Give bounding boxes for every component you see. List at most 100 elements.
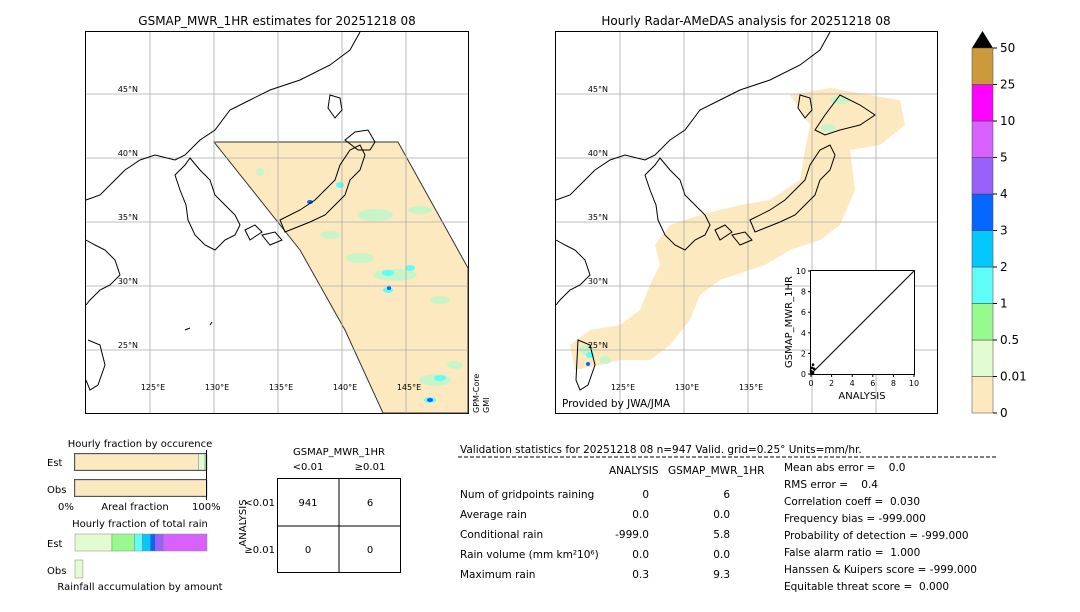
bar-segment bbox=[198, 453, 206, 471]
lon-label: 125°E bbox=[141, 383, 165, 392]
colorbar-segment bbox=[971, 376, 994, 414]
score-item: Equitable threat score = 0.000 bbox=[784, 581, 950, 593]
colorbar-label: 0.01 bbox=[1000, 370, 1027, 384]
colorbar-label: 10 bbox=[1000, 114, 1015, 128]
inset-point bbox=[811, 363, 815, 367]
bar-segment bbox=[163, 533, 208, 552]
lon-label: 130°E bbox=[675, 383, 699, 392]
colorbar-segment bbox=[971, 157, 994, 195]
colorbar-segment bbox=[971, 230, 994, 268]
total-rain-title: Hourly fraction of total rain bbox=[72, 519, 208, 530]
validation-header: Validation statistics for 20251218 08 n=… bbox=[460, 444, 862, 456]
bar-segment bbox=[111, 533, 135, 552]
validation-col-analysis: ANALYSIS bbox=[609, 465, 659, 477]
lat-label: 25°N bbox=[118, 341, 138, 350]
contingency-col-lt: <0.01 bbox=[293, 462, 324, 473]
lon-label: 140°E bbox=[333, 383, 357, 392]
occurence-x-center: Areal fraction bbox=[101, 502, 168, 513]
inset-ytick-label: 10 bbox=[796, 267, 806, 276]
lon-label: 145°E bbox=[397, 383, 421, 392]
inset-xtick-label: 8 bbox=[891, 379, 896, 388]
validation-row-analysis: 0.3 bbox=[632, 569, 649, 581]
colorbar-segment bbox=[971, 120, 994, 158]
colorbar-label: 25 bbox=[1000, 78, 1015, 92]
inset-ytick-label: 8 bbox=[801, 288, 806, 297]
contingency-title: GSMAP_MWR_1HR bbox=[293, 447, 385, 458]
swath-label: GMI bbox=[482, 398, 491, 413]
colorbar-segment bbox=[971, 303, 994, 341]
left-map: 45°N 40°N 35°N 30°N 25°N 125°E 130°E 135… bbox=[85, 31, 491, 414]
inset-xtick-label: 6 bbox=[870, 379, 875, 388]
inset-xlabel: ANALYSIS bbox=[838, 391, 885, 402]
right-map: 45°N 40°N 35°N 30°N 25°N 125°E 130°E 135… bbox=[555, 31, 938, 414]
inset-xtick-label: 4 bbox=[850, 379, 855, 388]
inset-xtick-label: 10 bbox=[909, 379, 919, 388]
colorbar-segment bbox=[971, 193, 994, 231]
score-item: False alarm ratio = 1.000 bbox=[784, 547, 921, 559]
validation-row-analysis: -999.0 bbox=[615, 529, 649, 541]
bar-segment bbox=[74, 559, 84, 579]
contingency-cell: 6 bbox=[367, 498, 373, 509]
contingency-axis-label: ANALYSIS bbox=[238, 499, 249, 546]
contingency-row-lt: <0.01 bbox=[244, 498, 275, 509]
inset-ytick-label: 0 bbox=[801, 370, 806, 379]
validation-row-analysis: 0.0 bbox=[632, 509, 649, 521]
swath-label: GPM-Core bbox=[472, 374, 481, 413]
validation-row-label: Num of gridpoints raining bbox=[460, 489, 595, 501]
validation-row-gsmap: 6 bbox=[723, 489, 730, 501]
validation-row-analysis: 0.0 bbox=[632, 549, 649, 561]
colorbar-label: 1 bbox=[1000, 297, 1008, 311]
lat-label: 40°N bbox=[588, 149, 608, 158]
colorbar-label: 0 bbox=[1000, 406, 1008, 420]
total-rain-footer: Rainfall accumulation by amount bbox=[57, 582, 222, 593]
bar-segment bbox=[142, 533, 151, 552]
occurence-title: Hourly fraction by occurence bbox=[68, 439, 212, 450]
occurence-obs-label: Obs bbox=[47, 485, 66, 496]
contingency-table: GSMAP_MWR_1HR <0.01 ≥0.01 941 6 0 0 ANAL… bbox=[238, 447, 401, 573]
inset-xtick-label: 2 bbox=[829, 379, 834, 388]
inset-point bbox=[811, 371, 815, 375]
score-item: Frequency bias = -999.000 bbox=[784, 513, 926, 525]
score-item: RMS error = 0.4 bbox=[784, 479, 878, 491]
validation-row-gsmap: 5.8 bbox=[713, 529, 730, 541]
bar-segment bbox=[74, 479, 208, 497]
colorbar-segment bbox=[971, 266, 994, 304]
inset-point bbox=[809, 372, 813, 376]
score-item: Hanssen & Kuipers score = -999.000 bbox=[784, 564, 977, 576]
inset-ytick-label: 6 bbox=[801, 308, 806, 317]
colorbar-extend-arrow bbox=[972, 31, 993, 48]
lon-label: 135°E bbox=[739, 383, 763, 392]
bar-segment bbox=[149, 533, 156, 552]
radar-coverage bbox=[570, 88, 905, 370]
lat-label: 45°N bbox=[118, 85, 138, 94]
colorbar-label: 4 bbox=[1000, 187, 1008, 201]
validation-row-analysis: 0 bbox=[642, 489, 649, 501]
inset-scatter: 0 2 4 6 8 10 0 2 4 6 8 10 ANALYSIS GSMAP_MWR_1HR bbox=[784, 267, 919, 402]
validation-col-gsmap: GSMAP_MWR_1HR bbox=[668, 465, 765, 477]
total-rain-est-label: Est bbox=[47, 539, 63, 550]
colorbar-label: 2 bbox=[1000, 260, 1008, 274]
lat-label: 25°N bbox=[588, 341, 608, 350]
score-item: Correlation coeff = 0.030 bbox=[784, 496, 920, 508]
occurence-chart: Hourly fraction by occurence Est Obs 0% … bbox=[47, 439, 221, 513]
contingency-row-ge: ≥0.01 bbox=[244, 545, 275, 556]
inset-diagonal bbox=[810, 270, 915, 375]
inset-point bbox=[810, 366, 814, 370]
colorbar-label: 50 bbox=[1000, 41, 1015, 55]
bar-segment bbox=[74, 533, 113, 552]
validation-row-gsmap: 0.0 bbox=[713, 509, 730, 521]
validation-row-gsmap: 9.3 bbox=[713, 569, 730, 581]
inset-ytick-label: 4 bbox=[801, 329, 806, 338]
colorbar-segment bbox=[971, 84, 994, 122]
bar-segment bbox=[155, 533, 164, 552]
score-item: Probability of detection = -999.000 bbox=[784, 530, 969, 542]
colorbar-segment bbox=[971, 47, 994, 85]
left-map-title: GSMAP_MWR_1HR estimates for 20251218 08 bbox=[138, 14, 416, 28]
bar-segment bbox=[74, 453, 199, 471]
bar-segment bbox=[134, 533, 143, 552]
total-rain-chart: Hourly fraction of total rain Est Obs Ra… bbox=[47, 519, 223, 593]
colorbar bbox=[971, 31, 994, 414]
colorbar-segment bbox=[971, 339, 994, 377]
total-rain-obs-label: Obs bbox=[47, 566, 66, 577]
